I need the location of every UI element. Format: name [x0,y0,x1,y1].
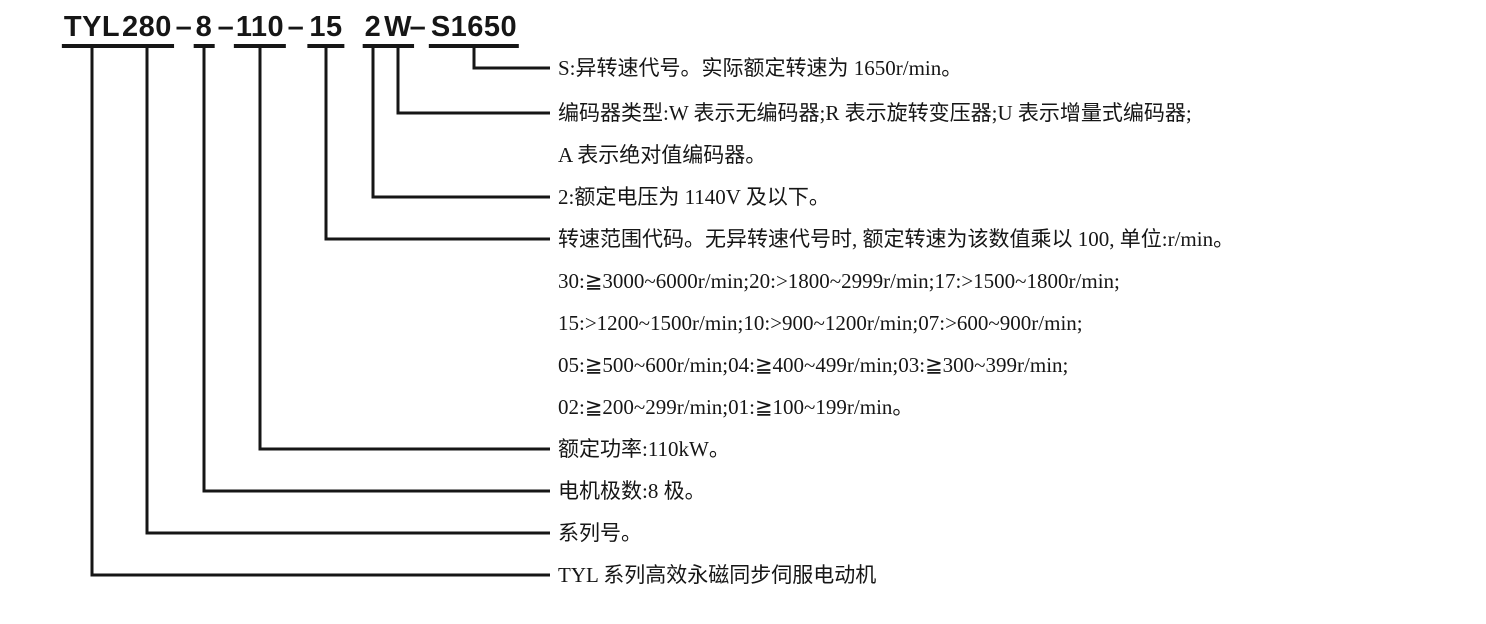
connector-pole-count-line [202,45,550,493]
description-speed-range-values-2: 15:>1200~1500r/min;10:>900~1200r/min;07:… [558,311,1083,335]
connector-rated-power-line [258,45,550,451]
model-segment-encoder-type: W [382,12,414,48]
description-rated-voltage: 2:额定电压为 1140V 及以下。 [558,185,830,209]
description-special-speed-code: S:异转速代号。实际额定转速为 1650r/min。 [558,56,963,80]
description-speed-range-values-1: 30:≧3000~6000r/min;20:>1800~2999r/min;17… [558,269,1120,293]
connector-series-line [90,45,550,577]
description-speed-range-code: 转速范围代码。无异转速代号时, 额定转速为该数值乘以 100, 单位:r/min… [558,227,1235,251]
connector-speed-range-line [324,45,550,241]
model-dash-3: – [287,11,305,43]
model-dash-4: – [409,11,427,43]
description-series-name: TYL 系列高效永磁同步伺服电动机 [558,563,877,587]
description-speed-range-values-4: 02:≧200~299r/min;01:≧100~199r/min。 [558,395,914,419]
description-encoder-type-cont: A 表示绝对值编码器。 [558,143,767,167]
connector-encoder-type-line [396,45,550,115]
model-dash-2: – [217,11,235,43]
description-rated-power: 额定功率:110kW。 [558,437,730,461]
connector-special-speed-line [472,45,550,70]
connector-frame-size-line [145,45,550,535]
description-encoder-type: 编码器类型:W 表示无编码器;R 表示旋转变压器;U 表示增量式编码器; [558,101,1192,125]
description-pole-count: 电机极数:8 极。 [558,479,706,503]
connector-voltage-line [371,45,550,199]
description-series-number: 系列号。 [558,521,642,545]
model-dash-1: – [175,11,193,43]
description-speed-range-values-3: 05:≧500~600r/min;04:≧400~499r/min;03:≧30… [558,353,1069,377]
